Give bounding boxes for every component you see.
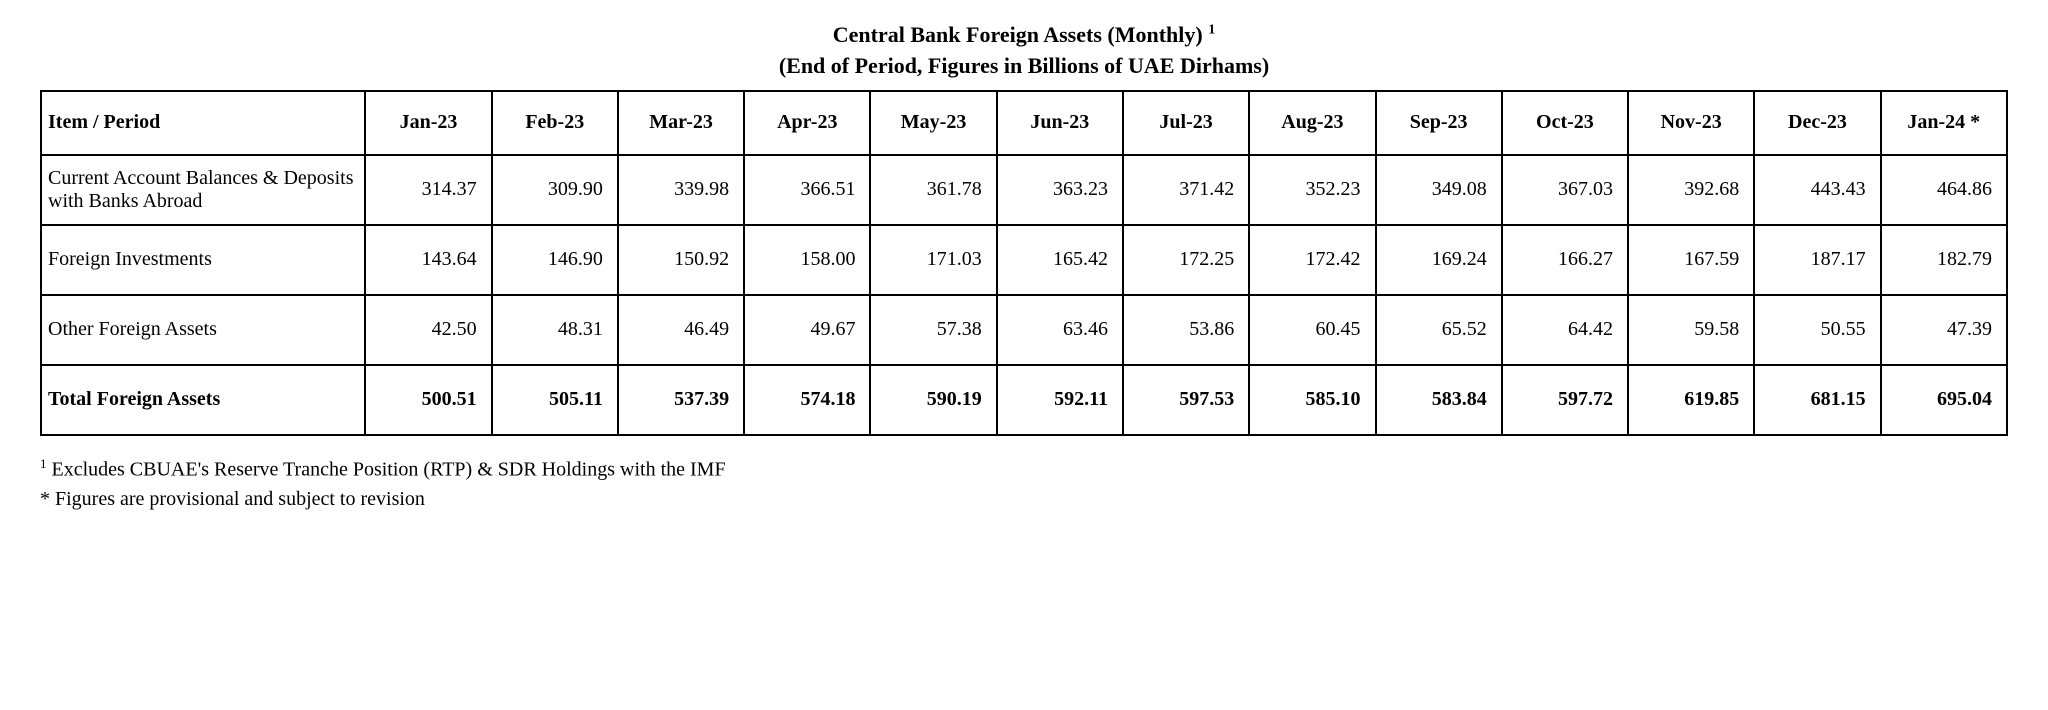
table-row: Foreign Investments143.64146.90150.92158… <box>41 225 2007 295</box>
period-header: Apr-23 <box>744 91 870 155</box>
cell-value: 47.39 <box>1881 295 2007 365</box>
cell-value: 352.23 <box>1249 155 1375 225</box>
cell-value: 182.79 <box>1881 225 2007 295</box>
cell-value: 443.43 <box>1754 155 1880 225</box>
period-header: Jan-24 * <box>1881 91 2007 155</box>
cell-value: 367.03 <box>1502 155 1628 225</box>
cell-value: 166.27 <box>1502 225 1628 295</box>
cell-value: 597.72 <box>1502 365 1628 435</box>
cell-value: 150.92 <box>618 225 744 295</box>
cell-value: 59.58 <box>1628 295 1754 365</box>
footnote-1: 1 Excludes CBUAE's Reserve Tranche Posit… <box>40 454 2008 485</box>
cell-value: 46.49 <box>618 295 744 365</box>
period-header: Jan-23 <box>365 91 491 155</box>
period-header: Oct-23 <box>1502 91 1628 155</box>
cell-value: 590.19 <box>870 365 996 435</box>
cell-value: 363.23 <box>997 155 1123 225</box>
cell-value: 172.25 <box>1123 225 1249 295</box>
cell-value: 681.15 <box>1754 365 1880 435</box>
cell-value: 64.42 <box>1502 295 1628 365</box>
cell-value: 619.85 <box>1628 365 1754 435</box>
cell-value: 146.90 <box>492 225 618 295</box>
header-row: Item / Period Jan-23 Feb-23 Mar-23 Apr-2… <box>41 91 2007 155</box>
table-row: Other Foreign Assets42.5048.3146.4949.67… <box>41 295 2007 365</box>
cell-value: 371.42 <box>1123 155 1249 225</box>
foreign-assets-table: Item / Period Jan-23 Feb-23 Mar-23 Apr-2… <box>40 90 2008 436</box>
cell-value: 500.51 <box>365 365 491 435</box>
cell-value: 65.52 <box>1376 295 1502 365</box>
row-label: Total Foreign Assets <box>41 365 365 435</box>
footnote-1-text: Excludes CBUAE's Reserve Tranche Positio… <box>47 458 726 480</box>
period-header: Jul-23 <box>1123 91 1249 155</box>
cell-value: 167.59 <box>1628 225 1754 295</box>
cell-value: 48.31 <box>492 295 618 365</box>
title-line1: Central Bank Foreign Assets (Monthly) 1 <box>40 20 2008 51</box>
title-superscript: 1 <box>1208 23 1215 38</box>
cell-value: 537.39 <box>618 365 744 435</box>
cell-value: 505.11 <box>492 365 618 435</box>
cell-value: 361.78 <box>870 155 996 225</box>
cell-value: 592.11 <box>997 365 1123 435</box>
title-block: Central Bank Foreign Assets (Monthly) 1 … <box>40 20 2008 82</box>
cell-value: 597.53 <box>1123 365 1249 435</box>
cell-value: 574.18 <box>744 365 870 435</box>
cell-value: 53.86 <box>1123 295 1249 365</box>
table-row: Total Foreign Assets500.51505.11537.3957… <box>41 365 2007 435</box>
cell-value: 349.08 <box>1376 155 1502 225</box>
row-label: Other Foreign Assets <box>41 295 365 365</box>
cell-value: 187.17 <box>1754 225 1880 295</box>
cell-value: 309.90 <box>492 155 618 225</box>
period-header: May-23 <box>870 91 996 155</box>
cell-value: 172.42 <box>1249 225 1375 295</box>
row-label: Foreign Investments <box>41 225 365 295</box>
title-text: Central Bank Foreign Assets (Monthly) <box>833 22 1203 47</box>
period-header: Nov-23 <box>1628 91 1754 155</box>
cell-value: 57.38 <box>870 295 996 365</box>
row-label: Current Account Balances & Deposits with… <box>41 155 365 225</box>
period-header: Dec-23 <box>1754 91 1880 155</box>
cell-value: 169.24 <box>1376 225 1502 295</box>
cell-value: 366.51 <box>744 155 870 225</box>
cell-value: 42.50 <box>365 295 491 365</box>
cell-value: 49.67 <box>744 295 870 365</box>
cell-value: 171.03 <box>870 225 996 295</box>
period-header: Feb-23 <box>492 91 618 155</box>
cell-value: 63.46 <box>997 295 1123 365</box>
item-header: Item / Period <box>41 91 365 155</box>
period-header: Mar-23 <box>618 91 744 155</box>
cell-value: 583.84 <box>1376 365 1502 435</box>
footnotes: 1 Excludes CBUAE's Reserve Tranche Posit… <box>40 454 2008 515</box>
cell-value: 158.00 <box>744 225 870 295</box>
table-body: Current Account Balances & Deposits with… <box>41 155 2007 435</box>
period-header: Sep-23 <box>1376 91 1502 155</box>
cell-value: 50.55 <box>1754 295 1880 365</box>
cell-value: 314.37 <box>365 155 491 225</box>
title-line2: (End of Period, Figures in Billions of U… <box>40 51 2008 82</box>
cell-value: 60.45 <box>1249 295 1375 365</box>
cell-value: 392.68 <box>1628 155 1754 225</box>
period-header: Aug-23 <box>1249 91 1375 155</box>
cell-value: 339.98 <box>618 155 744 225</box>
footnote-2: * Figures are provisional and subject to… <box>40 484 2008 514</box>
period-header: Jun-23 <box>997 91 1123 155</box>
cell-value: 464.86 <box>1881 155 2007 225</box>
cell-value: 585.10 <box>1249 365 1375 435</box>
table-row: Current Account Balances & Deposits with… <box>41 155 2007 225</box>
cell-value: 695.04 <box>1881 365 2007 435</box>
cell-value: 165.42 <box>997 225 1123 295</box>
cell-value: 143.64 <box>365 225 491 295</box>
